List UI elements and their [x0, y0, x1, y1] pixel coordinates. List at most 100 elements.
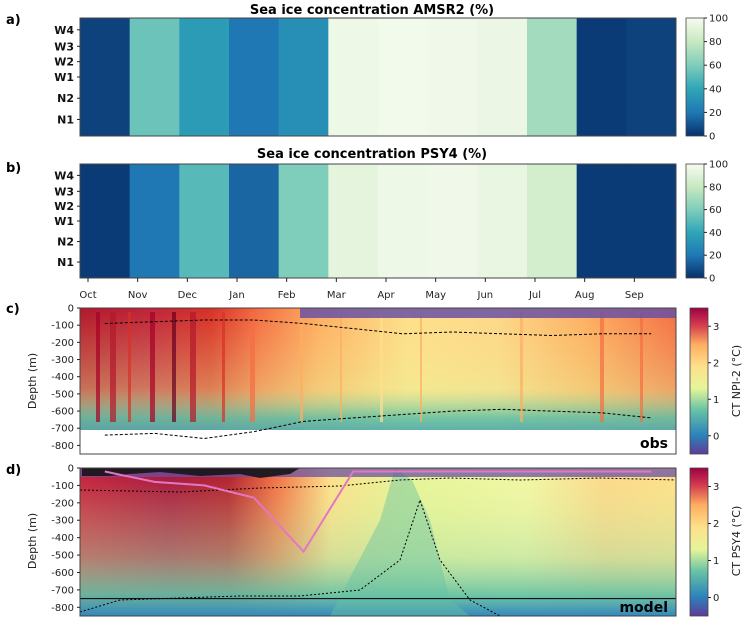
- panel-c-ytick-label-1: -100: [51, 321, 74, 332]
- panel-c-colorbar-ticks: 0 1 2 3: [708, 322, 719, 442]
- panel-b-xtick-3: Jan: [228, 290, 244, 301]
- panel-c-ylabel: Depth (m): [26, 353, 39, 409]
- panel-c-streak-13: [600, 312, 604, 422]
- panel-c-streak-6: [222, 312, 225, 422]
- panel-d-ytick-label-8: -800: [51, 603, 74, 614]
- panel-a-colorbar: [685, 17, 705, 137]
- panel-b-y-ticks: W4 W3 W2 W1 N2 N1: [54, 169, 80, 269]
- panel-b-cell-1: [129, 164, 180, 278]
- panel-d-y-ticks: 0 -100 -200 -300 -400 -500 -600 -700 -800: [51, 464, 80, 614]
- panel-a-ytick-label-0: W4: [54, 24, 74, 37]
- panel-c-y-ticks: 0 -100 -200 -300 -400 -500 -600 -700 -800: [51, 304, 80, 452]
- panel-d-cbtick-label-2: 2: [713, 519, 719, 530]
- panel-a-cell-11: [626, 18, 677, 136]
- panel-c-ytick-label-4: -400: [51, 372, 74, 383]
- panel-c-ytick-label-3: -300: [51, 355, 74, 366]
- panel-a-cell-6: [378, 18, 429, 136]
- panel-c-streak-5: [190, 312, 196, 422]
- panel-b-xtick-0: Oct: [79, 290, 96, 301]
- panel-b-cell-4: [278, 164, 329, 278]
- panel-c-streak-11: [420, 312, 422, 422]
- panel-d-letter: d): [6, 463, 21, 478]
- panel-a-cbtick-label-0: 0: [709, 132, 715, 143]
- panel-c-ytick-label-2: -200: [51, 338, 74, 349]
- panel-d-colorbar: [689, 467, 709, 617]
- panel-c-streak-1: [110, 312, 116, 422]
- panel-d-ylabel: Depth (m): [26, 513, 39, 569]
- panel-a-y-ticks: W4 W3 W2 W1 N2 N1: [54, 24, 80, 126]
- panel-a-cbtick-label-3: 60: [709, 61, 722, 72]
- panel-b-colorbar-ticks: 0 20 40 60 80 100: [704, 160, 728, 285]
- panel-a-colorbar-ticks: 0 20 40 60 80 100: [704, 14, 728, 143]
- panel-b-xtick-2: Dec: [178, 290, 197, 301]
- panel-c-frame: [79, 307, 677, 455]
- panel-a-heatmap: [80, 18, 677, 136]
- panel-b-xtick-10: Aug: [575, 290, 595, 301]
- panel-c-lower-isoline: [104, 408, 652, 440]
- panel-c-cbtick-label-2: 2: [713, 358, 719, 369]
- panel-c-streak-4: [172, 312, 176, 422]
- panel-c-ytick-label-0: 0: [68, 304, 74, 315]
- panel-b-xtick-6: Apr: [377, 290, 395, 301]
- panel-c-streak-12: [520, 312, 523, 422]
- panel-d-frame: [79, 467, 677, 617]
- panel-a-letter: a): [6, 13, 21, 28]
- panel-d-colorbar-label: CT PSY4 (°C): [730, 506, 743, 577]
- panel-b-cbtick-label-2: 40: [709, 228, 722, 239]
- panel-b-cbtick-label-5: 100: [709, 160, 728, 171]
- panel-a-cell-3: [229, 18, 280, 136]
- panel-a-cell-8: [477, 18, 528, 136]
- panel-b-cell-3: [229, 164, 280, 278]
- panel-b-letter: b): [6, 161, 21, 176]
- panel-c-heatmap: [80, 308, 676, 454]
- panel-d-ytick-label-5: -500: [51, 551, 74, 562]
- panel-b-ytick-label-5: N1: [57, 256, 74, 269]
- panel-d-ytick-label-4: -400: [51, 533, 74, 544]
- panel-b-xtick-7: May: [425, 290, 446, 301]
- panel-d-ytick-label-0: 0: [68, 464, 74, 475]
- panel-b-cbtick-label-1: 20: [709, 251, 722, 262]
- panel-a-ytick-label-1: W3: [54, 40, 74, 53]
- panel-d-ytick-label-7: -700: [51, 585, 74, 596]
- panel-c-upper-isoline: [104, 319, 652, 337]
- panel-a-cbtick-label-1: 20: [709, 108, 722, 119]
- panel-a-title: Sea ice concentration AMSR2 (%): [250, 3, 494, 18]
- panel-c-cbtick-label-3: 3: [713, 322, 719, 333]
- panel-d-ytick-label-6: -600: [51, 568, 74, 579]
- panel-b-cell-0: [80, 164, 131, 278]
- panel-c-ytick-label-8: -800: [51, 441, 74, 452]
- panel-c-streak-10: [380, 312, 383, 422]
- panel-d-cbtick-label-3: 3: [713, 482, 719, 493]
- panel-b-cell-5: [328, 164, 379, 278]
- panel-b-cell-9: [527, 164, 578, 278]
- panel-c-streak-7: [250, 312, 255, 422]
- panel-c-streak-0: [96, 312, 100, 422]
- panel-b-xtick-4: Feb: [278, 290, 296, 301]
- panel-a-cell-5: [328, 18, 379, 136]
- panel-b-cell-11: [626, 164, 677, 278]
- panel-b-title: Sea ice concentration PSY4 (%): [257, 147, 487, 162]
- panel-c-streak-8: [300, 312, 303, 422]
- panel-c-cbtick-label-0: 0: [713, 431, 719, 442]
- panel-b-xtick-9: Jul: [528, 290, 541, 301]
- panel-d-cbtick-label-0: 0: [713, 593, 719, 604]
- panel-a-cell-2: [179, 18, 230, 136]
- panel-c-cbtick-label-1: 1: [713, 395, 719, 406]
- panel-b-cell-2: [179, 164, 230, 278]
- panel-d-ytick-label-3: -300: [51, 516, 74, 527]
- panel-b-cbtick-label-3: 60: [709, 205, 722, 216]
- panel-d-heatmap: [79, 468, 677, 617]
- panel-a-cell-4: [278, 18, 329, 136]
- panel-c-streak-2: [128, 312, 131, 422]
- panel-c-colorbar-label: CT NPI-2 (°C): [730, 345, 743, 417]
- panel-d-ytick-label-1: -100: [51, 481, 74, 492]
- panel-c-ytick-label-7: -700: [51, 424, 74, 435]
- panel-a-cbtick-label-4: 80: [709, 37, 722, 48]
- panel-a-cell-10: [576, 18, 627, 136]
- panel-a-ytick-label-4: N2: [57, 92, 74, 105]
- panel-b-xtick-1: Nov: [128, 290, 148, 301]
- panel-a-cell-7: [427, 18, 478, 136]
- panel-a-ytick-label-2: W2: [54, 56, 74, 69]
- panel-c-ytick-label-5: -500: [51, 389, 74, 400]
